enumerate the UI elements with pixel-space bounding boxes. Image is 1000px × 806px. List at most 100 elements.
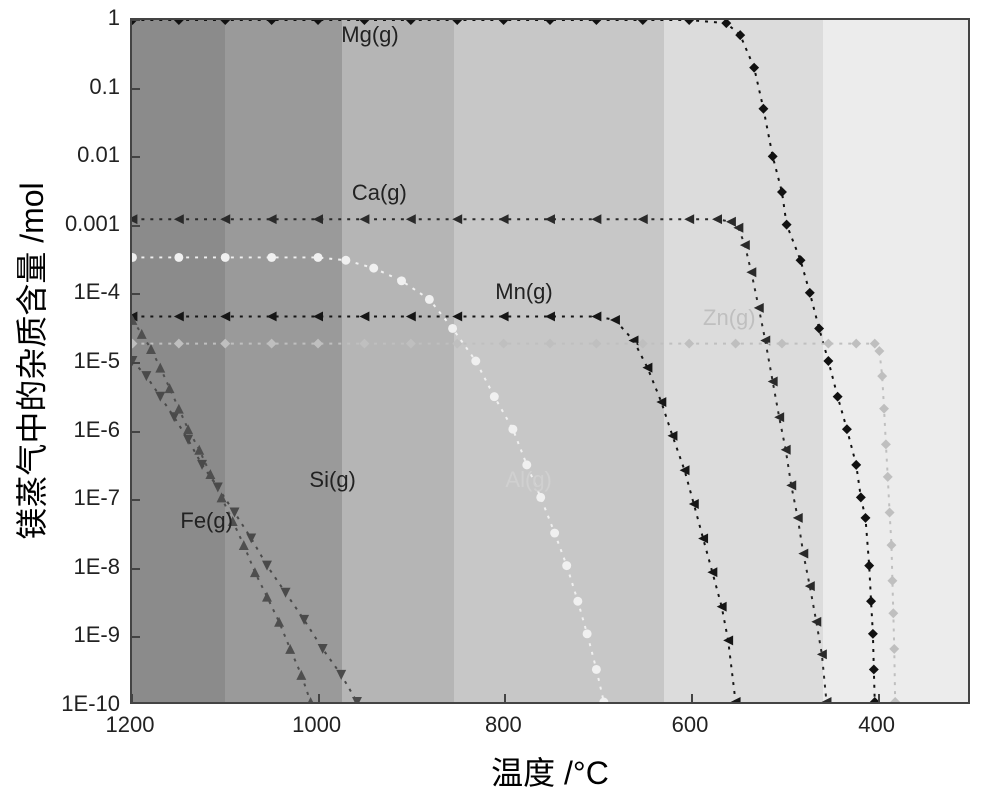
- series-label-ca: Ca(g): [352, 180, 407, 206]
- y-axis-label: 镁蒸气中的杂质含量 /mol: [7, 182, 53, 539]
- series-marker-mn: [723, 635, 733, 645]
- y-tick-label: 1E-4: [74, 279, 120, 305]
- figure: Mg(g)Ca(g)Al(g)Mn(g)Zn(g)Si(g)Fe(g) 温度 /…: [0, 0, 1000, 806]
- series-marker-ca: [359, 214, 369, 224]
- series-marker-al: [267, 253, 276, 262]
- series-marker-ca: [793, 513, 803, 523]
- series-marker-ca: [267, 214, 277, 224]
- x-tick-label: 600: [672, 712, 709, 738]
- series-marker-al: [221, 253, 230, 262]
- series-marker-ca: [545, 214, 555, 224]
- series-marker-mg: [823, 356, 833, 366]
- series-marker-al: [536, 493, 545, 502]
- series-marker-fe: [155, 363, 165, 373]
- series-marker-zn: [777, 339, 787, 349]
- series-marker-al: [369, 264, 378, 273]
- series-marker-si: [336, 670, 346, 680]
- series-marker-mg: [452, 18, 462, 25]
- series-marker-al: [471, 357, 480, 366]
- series-marker-mn: [174, 311, 184, 321]
- series-marker-zn: [220, 339, 230, 349]
- series-marker-al: [130, 253, 137, 262]
- series-marker-fe: [217, 492, 227, 502]
- series-marker-si: [141, 371, 151, 381]
- series-marker-zn: [886, 540, 896, 550]
- plot-area: Mg(g)Ca(g)Al(g)Mn(g)Zn(g)Si(g)Fe(g): [130, 18, 970, 704]
- series-marker-mg: [735, 30, 745, 40]
- series-marker-fe: [146, 344, 156, 354]
- series-line-zn: [132, 344, 895, 702]
- series-marker-ca: [130, 214, 137, 224]
- series-marker-mg: [406, 18, 416, 25]
- series-marker-mn: [313, 311, 323, 321]
- series-marker-ca: [406, 214, 416, 224]
- series-marker-mn: [545, 311, 555, 321]
- series-marker-mg: [777, 187, 787, 197]
- series-marker-mg: [684, 18, 694, 25]
- series-marker-mg: [313, 18, 323, 25]
- series-marker-mn: [610, 315, 620, 325]
- series-marker-al: [174, 253, 183, 262]
- series-marker-mg: [758, 104, 768, 114]
- series-marker-zn: [731, 339, 741, 349]
- x-tick-label: 400: [858, 712, 895, 738]
- series-marker-si: [155, 392, 165, 402]
- series-marker-ca: [746, 267, 756, 277]
- series-marker-mg: [842, 424, 852, 434]
- series-marker-fe: [183, 424, 193, 434]
- series-marker-ca: [499, 214, 509, 224]
- series-marker-mg: [796, 255, 806, 265]
- series-marker-si: [183, 435, 193, 445]
- series-marker-mg: [782, 220, 792, 230]
- series-marker-mg: [833, 392, 843, 402]
- series-marker-mn: [668, 431, 678, 441]
- y-tick-label: 0.001: [65, 211, 120, 237]
- series-marker-mn: [591, 311, 601, 321]
- y-tick-label: 1E-6: [74, 417, 120, 443]
- series-marker-ca: [452, 214, 462, 224]
- series-marker-zn: [267, 339, 277, 349]
- series-label-si: Si(g): [309, 467, 355, 493]
- series-marker-al: [562, 561, 571, 570]
- series-marker-mg: [868, 629, 878, 639]
- series-marker-al: [508, 425, 517, 434]
- series-marker-mg: [220, 18, 230, 25]
- y-tick-label: 1E-9: [74, 622, 120, 648]
- series-marker-zn: [359, 339, 369, 349]
- series-marker-al: [425, 295, 434, 304]
- series-marker-si: [299, 615, 309, 625]
- series-marker-al: [550, 529, 559, 538]
- series-marker-ca: [822, 697, 832, 704]
- series-marker-mg: [864, 561, 874, 571]
- series-marker-al: [397, 276, 406, 285]
- series-line-ca: [132, 219, 826, 702]
- series-marker-fe: [174, 404, 184, 414]
- series-marker-si: [246, 533, 256, 543]
- series-marker-fe: [165, 383, 175, 393]
- series-marker-mg: [721, 18, 731, 28]
- series-marker-mg: [591, 18, 601, 25]
- series-marker-fe: [306, 697, 316, 704]
- series-marker-zn: [877, 371, 887, 381]
- series-line-mg: [132, 20, 874, 702]
- series-marker-ca: [798, 549, 808, 559]
- x-axis-label: 温度 /°C: [491, 748, 609, 794]
- series-marker-mg: [638, 18, 648, 25]
- series-marker-mn: [220, 311, 230, 321]
- series-marker-zn: [851, 339, 861, 349]
- series-marker-si: [281, 588, 291, 598]
- series-marker-fe: [250, 567, 260, 577]
- series-marker-al: [314, 253, 323, 262]
- series-marker-fe: [296, 670, 306, 680]
- series-marker-fe: [274, 617, 284, 627]
- series-marker-mn: [642, 363, 652, 373]
- series-marker-ca: [591, 214, 601, 224]
- series-marker-zn: [406, 339, 416, 349]
- series-marker-zn: [879, 404, 889, 414]
- series-marker-ca: [313, 214, 323, 224]
- series-marker-al: [341, 256, 350, 265]
- series-marker-zn: [887, 576, 897, 586]
- series-marker-mg: [545, 18, 555, 25]
- series-marker-mn: [267, 311, 277, 321]
- series-marker-ca: [684, 214, 694, 224]
